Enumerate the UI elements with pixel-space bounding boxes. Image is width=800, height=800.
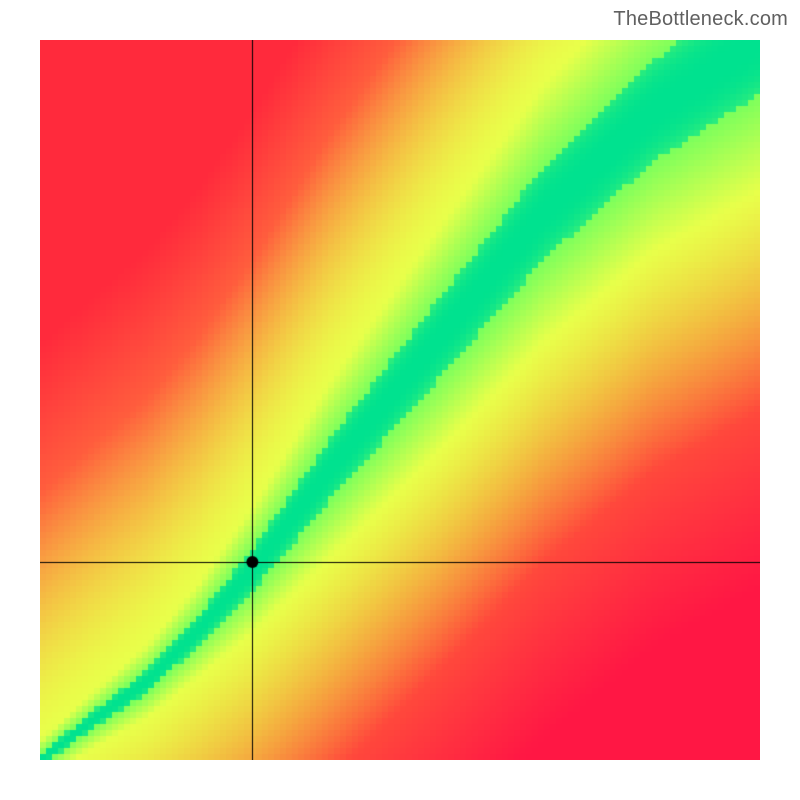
heatmap-canvas <box>40 40 760 760</box>
heatmap-chart <box>40 40 760 760</box>
watermark-text: TheBottleneck.com <box>613 8 788 31</box>
